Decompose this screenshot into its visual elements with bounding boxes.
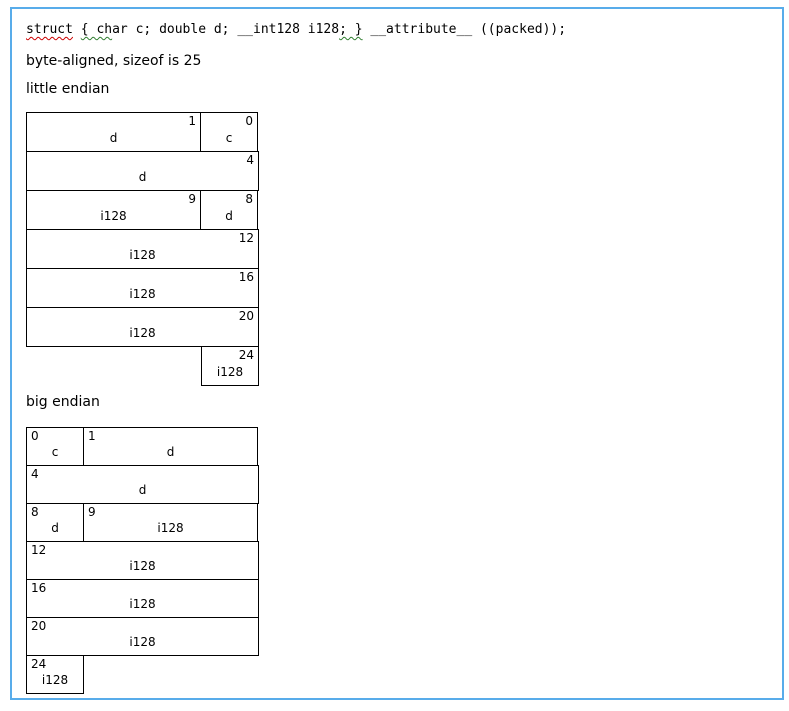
field-label: d (166, 444, 175, 459)
field-label: c (225, 130, 233, 145)
empty-space (84, 655, 259, 694)
field-label: d (138, 482, 147, 497)
field-cell-i128: 16 i128 (26, 579, 259, 618)
field-label: i128 (129, 325, 156, 340)
little-endian-diagram: 1 d 0 c 4 d 9 i128 8 d 12 i128 16 i128 20 i128 24 i128 (26, 112, 259, 386)
field-label: i128 (129, 247, 156, 262)
code-segment: struct (26, 22, 73, 37)
byte-offset: 24 (238, 348, 254, 362)
page-frame: struct { char c; double d; __int128 i128… (10, 7, 784, 700)
byte-offset: 9 (188, 192, 196, 206)
byte-offset: 16 (31, 581, 47, 595)
byte-offset: 24 (31, 657, 47, 671)
byte-offset: 20 (31, 619, 47, 633)
byte-row: 16 i128 (26, 268, 259, 308)
byte-offset: 8 (31, 505, 39, 519)
code-segment: ; } (339, 22, 363, 37)
field-label: i128 (216, 364, 244, 379)
field-label: i128 (129, 286, 156, 301)
code-segment: __attribute__ ((packed)); (362, 22, 567, 37)
field-label: d (138, 169, 147, 184)
byte-offset: 12 (31, 543, 47, 557)
field-label: i128 (157, 520, 184, 535)
field-cell-i128: 20 i128 (26, 617, 259, 656)
field-label: i128 (129, 558, 156, 573)
byte-offset: 12 (238, 231, 254, 245)
field-cell-i128: 12 i128 (26, 541, 259, 580)
field-label: d (51, 520, 59, 535)
field-label: d (225, 208, 233, 223)
field-label: i128 (129, 634, 156, 649)
big-endian-diagram: 0 c 1 d 4 d 8 d 9 i128 12 i128 16 i128 20 i128 24 i128 (26, 427, 259, 694)
byte-offset: 20 (238, 309, 254, 323)
byte-row: 20 i128 (26, 307, 259, 347)
code-segment: { ch (80, 22, 113, 37)
byte-offset: 0 (31, 429, 39, 443)
byte-row: 24 i128 (26, 346, 259, 386)
field-label: i128 (129, 596, 156, 611)
struct-declaration: struct { char c; double d; __int128 i128… (26, 21, 566, 39)
field-cell-i128: 20 i128 (26, 307, 259, 347)
byte-offset: 16 (238, 270, 254, 284)
field-cell-i128: 9 i128 (83, 503, 258, 542)
big-endian-title: big endian (26, 394, 100, 410)
byte-row: 24 i128 (26, 655, 259, 694)
byte-offset: 1 (188, 114, 196, 128)
byte-offset: 0 (245, 114, 253, 128)
byte-offset: 4 (31, 467, 39, 481)
field-cell-i128: 24 i128 (201, 346, 259, 386)
field-cell-i128: 12 i128 (26, 229, 259, 269)
field-label: i128 (41, 672, 69, 687)
byte-row: 20 i128 (26, 617, 259, 656)
byte-row: 16 i128 (26, 579, 259, 618)
field-label: i128 (100, 208, 127, 223)
byte-row: 12 i128 (26, 229, 259, 269)
byte-offset: 9 (88, 505, 96, 519)
byte-offset: 4 (246, 153, 254, 167)
sizeof-info: byte-aligned, sizeof is 25 (26, 53, 202, 69)
byte-row: 8 d 9 i128 (26, 503, 259, 542)
byte-offset: 1 (88, 429, 96, 443)
byte-row: 12 i128 (26, 541, 259, 580)
little-endian-title: little endian (26, 81, 110, 97)
field-label: c (51, 444, 59, 459)
field-cell-i128: 24 i128 (26, 655, 84, 694)
empty-space (26, 346, 201, 386)
code-segment (73, 22, 81, 37)
field-cell-i128: 16 i128 (26, 268, 259, 308)
byte-offset: 8 (245, 192, 253, 206)
code-segment: ar c; double d; __int128 i128 (112, 22, 340, 37)
byte-row: 9 i128 8 d (26, 190, 259, 230)
field-label: d (109, 130, 118, 145)
field-cell-i128: 9 i128 (26, 190, 201, 230)
